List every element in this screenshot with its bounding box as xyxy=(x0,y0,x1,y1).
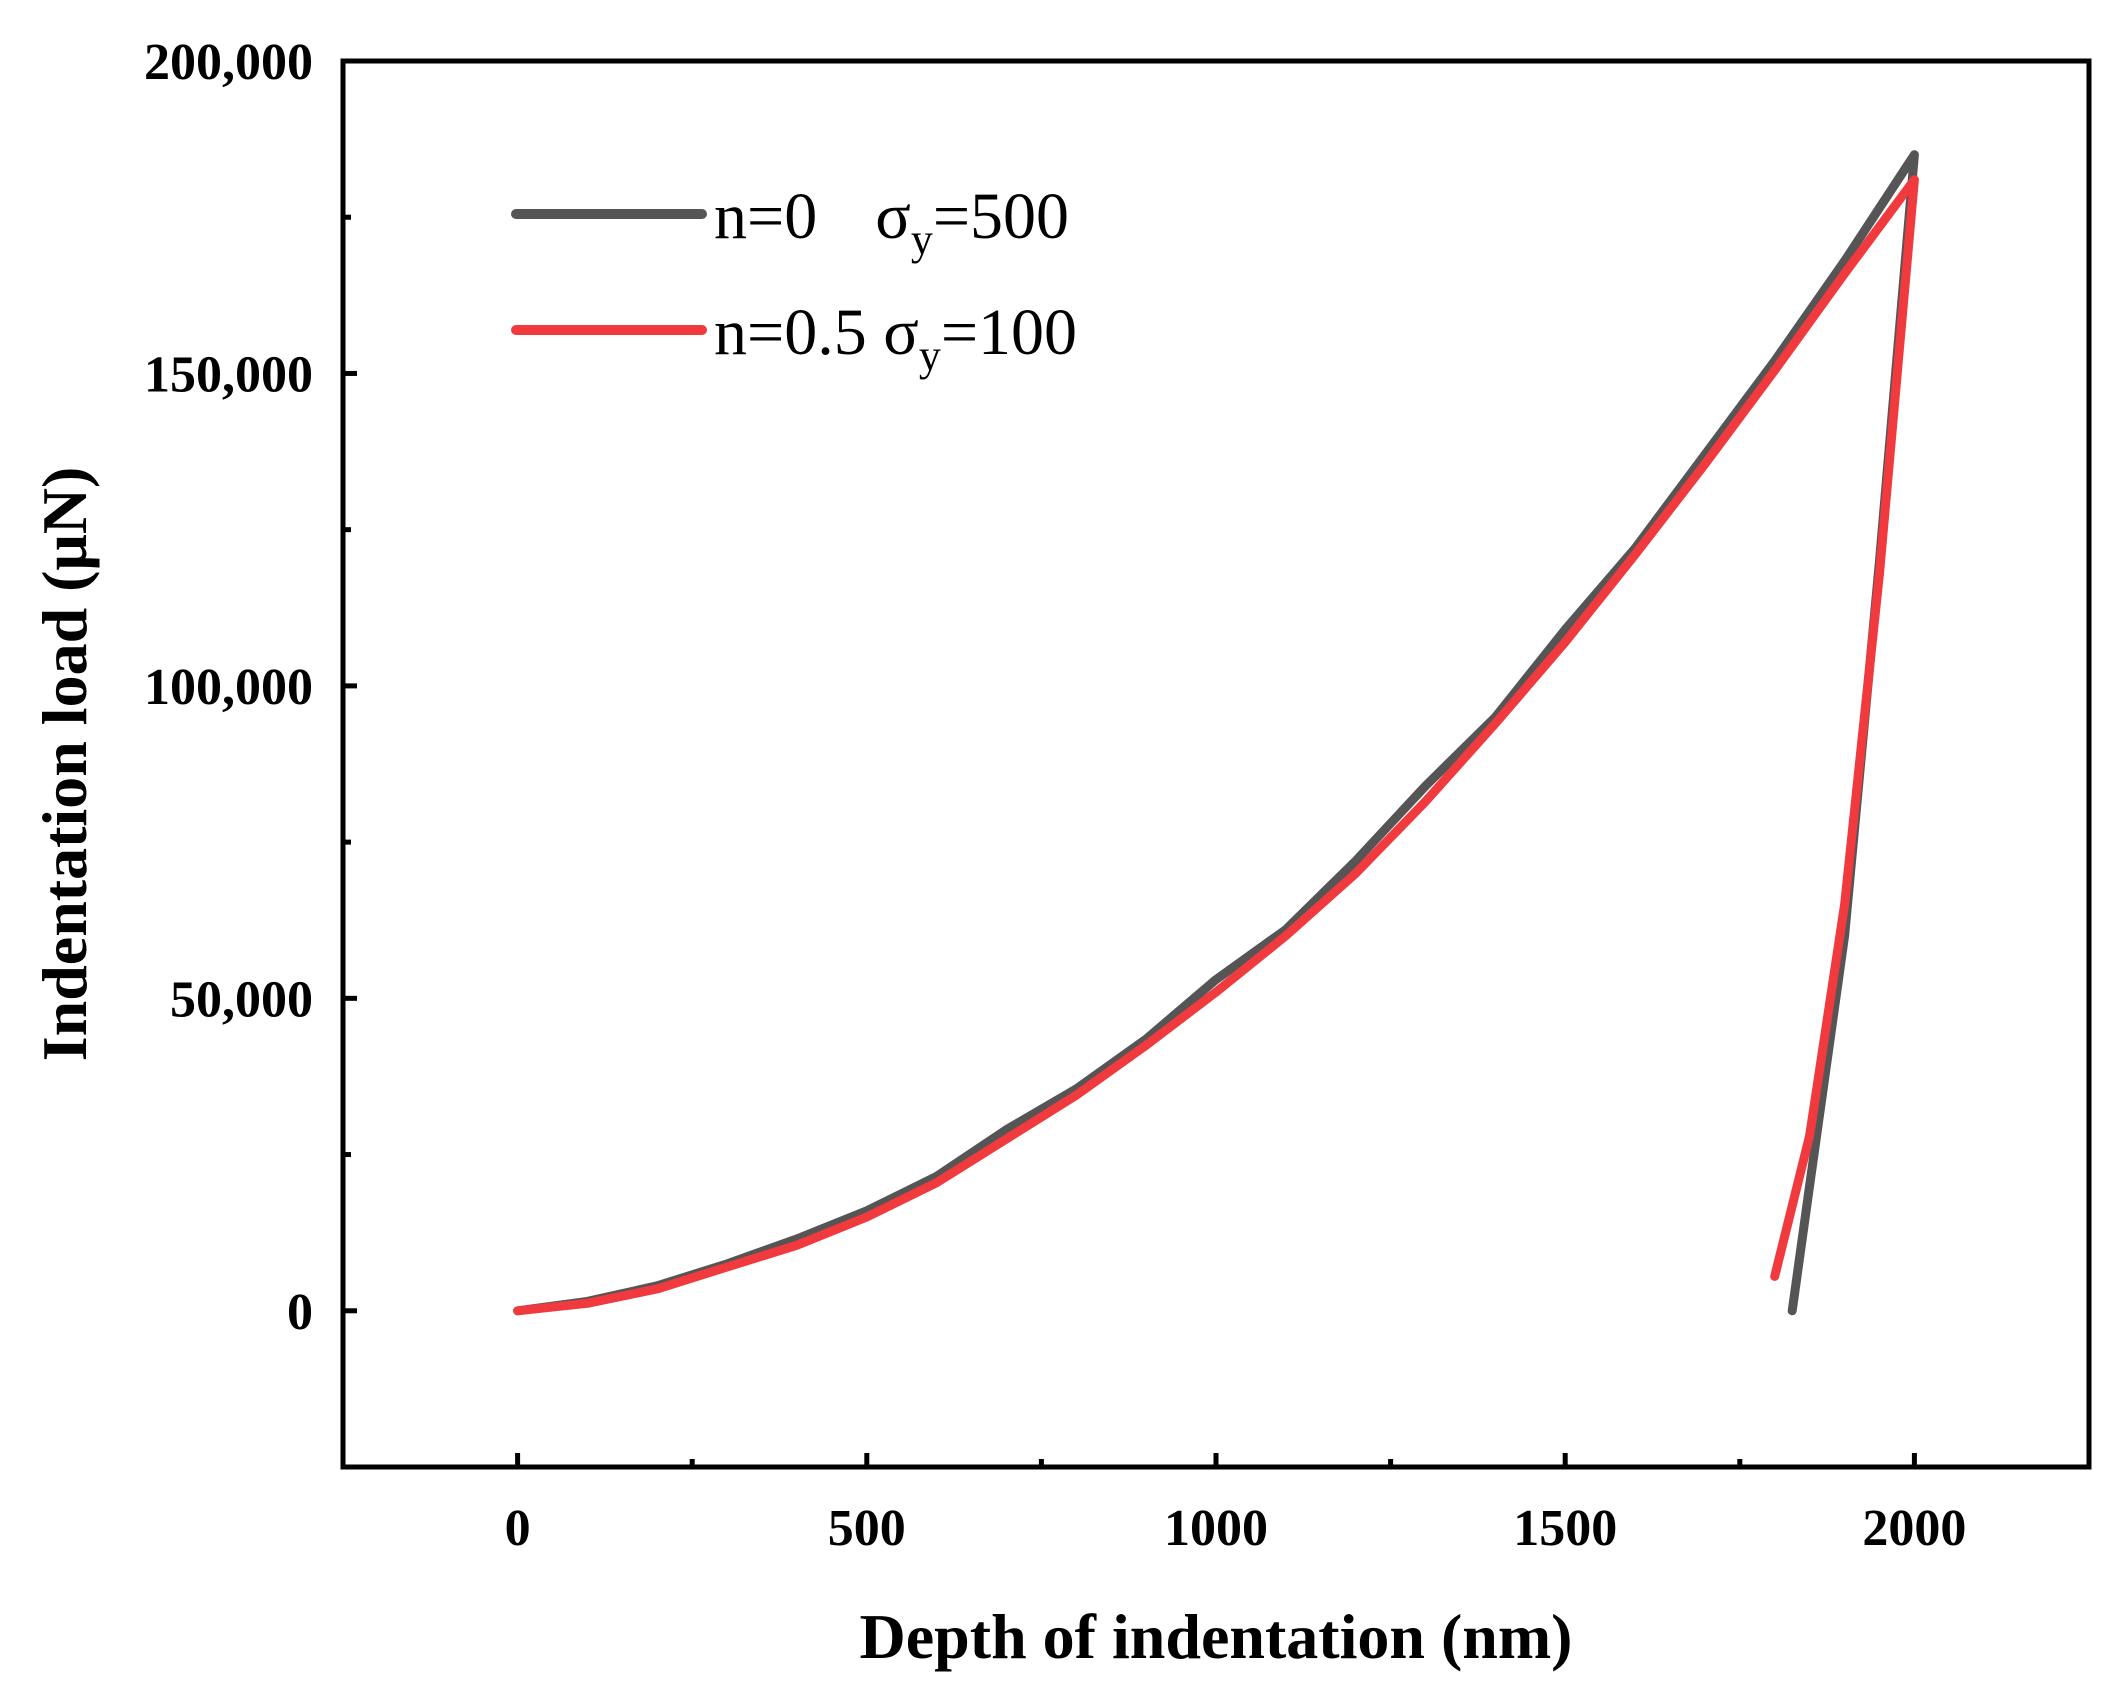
legend-main-series-1: n=0 xyxy=(714,180,817,253)
legend-value-series-2: =100 xyxy=(941,296,1077,369)
x-tick-label-2: 1000 xyxy=(1164,1500,1268,1557)
x-tick-label-0: 0 xyxy=(505,1500,531,1557)
legend-label-series-2: n=0.5 σy=100 xyxy=(714,296,1077,380)
legend-sub-series-2: y xyxy=(919,331,941,380)
y-tick-label-0: 0 xyxy=(287,1284,313,1341)
y-tick-label-4: 200,000 xyxy=(144,34,313,91)
legend-main-series-2: n=0.5 xyxy=(714,296,883,369)
axis-tick-labels: 0 500 1000 1500 2000 0 50,000 100,000 150,000 200… xyxy=(144,34,1966,1557)
axis-ticks xyxy=(343,58,1917,1467)
legend-sub-series-1: y xyxy=(911,215,933,264)
x-tick-label-3: 1500 xyxy=(1513,1500,1617,1557)
series-line-1 xyxy=(513,150,1919,1316)
x-tick-label-4: 2000 xyxy=(1862,1500,1966,1557)
series-layer xyxy=(513,150,1919,1316)
series-line-2 xyxy=(513,175,1919,1316)
x-axis-title: Depth of indentation (nm) xyxy=(860,1601,1573,1672)
legend: n=0 σy=500 n=0.5 σy=100 xyxy=(511,180,1077,380)
legend-sigma-series-2: σ xyxy=(883,296,919,369)
plot-frame xyxy=(340,58,2092,1470)
y-tick-label-1: 50,000 xyxy=(170,971,313,1028)
legend-sigma-series-1: σ xyxy=(875,180,911,253)
y-tick-label-3: 150,000 xyxy=(144,346,313,403)
y-axis-title: Indentation load (μN) xyxy=(29,467,100,1062)
y-tick-label-2: 100,000 xyxy=(144,659,313,716)
legend-label-series-1: n=0 σy=500 xyxy=(714,180,1069,264)
legend-value-series-1: =500 xyxy=(933,180,1069,253)
x-tick-label-1: 500 xyxy=(828,1500,906,1557)
